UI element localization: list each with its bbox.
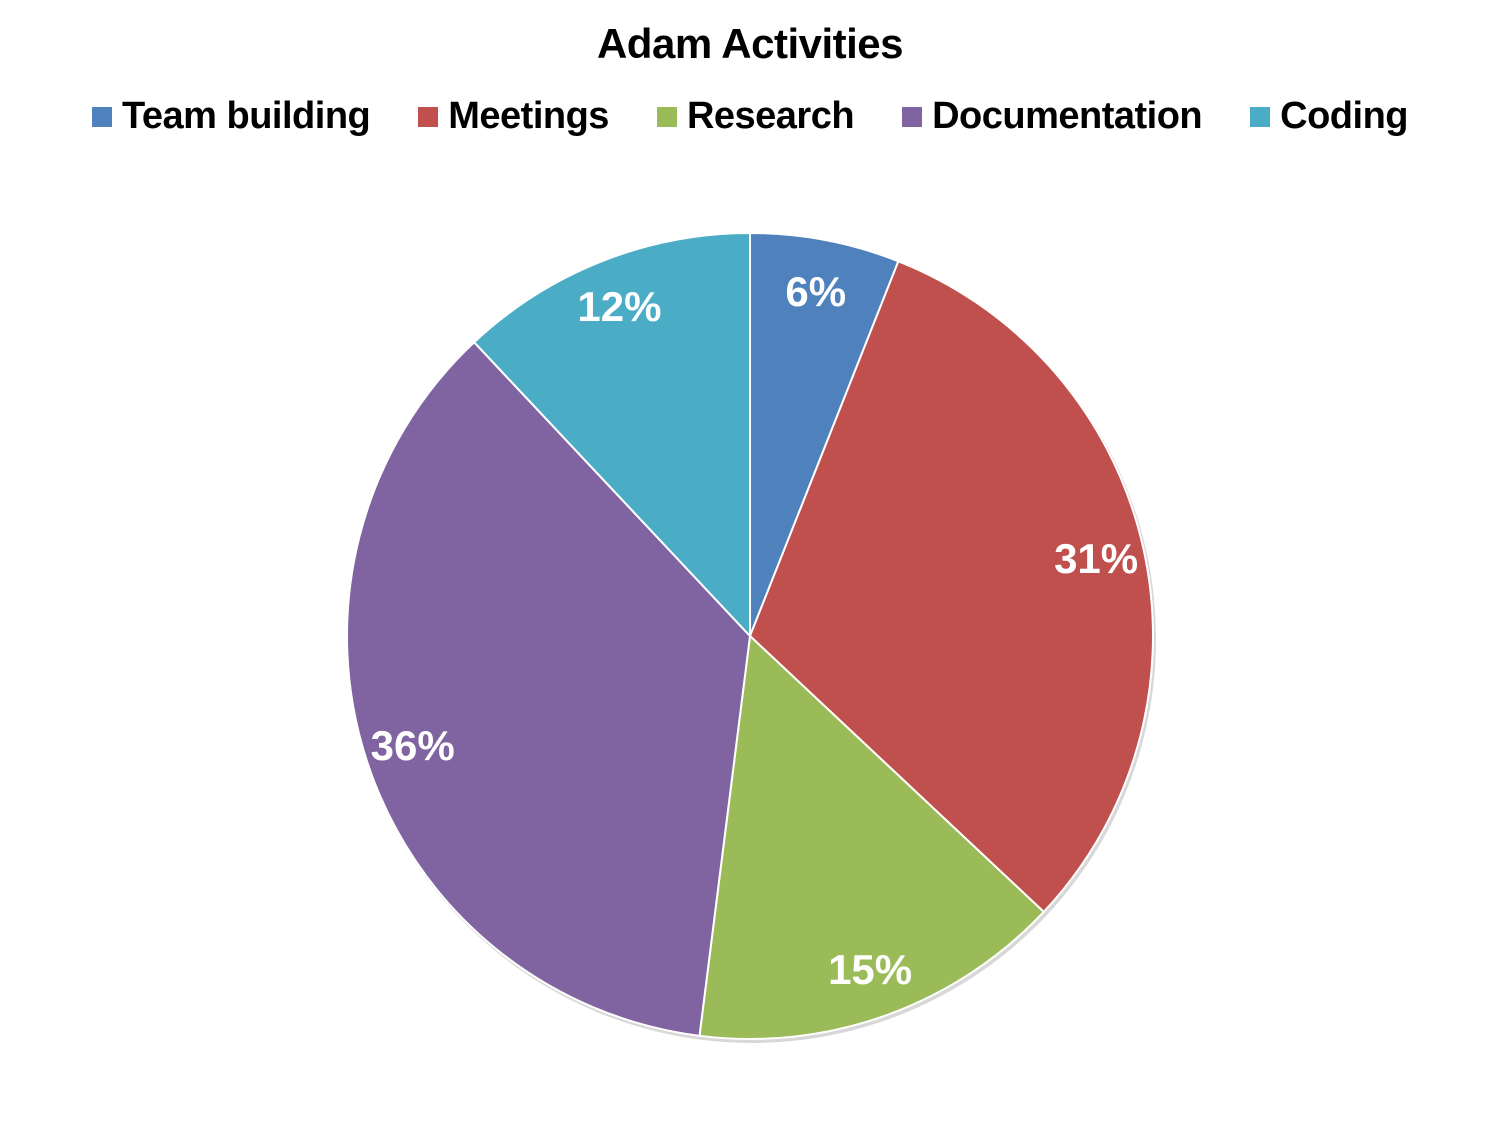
legend-swatch-research [656,106,677,127]
legend-swatch-meetings [418,106,439,127]
legend-item-coding: Coding [1250,95,1408,138]
data-label-research: 15% [828,946,912,993]
data-label-meetings: 31% [1054,535,1138,582]
legend-label-research: Research [686,95,855,137]
legend-label-coding: Coding [1280,95,1408,137]
pie-slice-meetings [748,260,1154,914]
legend-swatch-coding [1250,106,1271,127]
legend-item-research: Research [656,95,855,138]
data-label-coding: 12% [577,283,661,330]
pie-slice-research [698,633,1046,1040]
legend-item-team-building: Team building [92,95,371,138]
legend-label-documentation: Documentation [932,95,1203,137]
legend-item-documentation: Documentation [902,95,1203,138]
legend-item-meetings: Meetings [418,95,609,138]
legend-swatch-team-building [92,106,112,127]
pie-slice-documentation [346,340,752,1037]
legend-label-meetings: Meetings [448,95,609,137]
data-label-documentation: 36% [371,722,455,769]
pie-slice-team-building [749,231,900,637]
legend-swatch-documentation [902,106,923,127]
legend-label-team-building: Team building [122,95,371,137]
data-label-team-building: 6% [785,268,846,315]
chart-title: Adam Activities [596,20,904,67]
legend: Team building Meetings Research Document… [0,95,1500,138]
pie-slice-coding [472,231,751,639]
